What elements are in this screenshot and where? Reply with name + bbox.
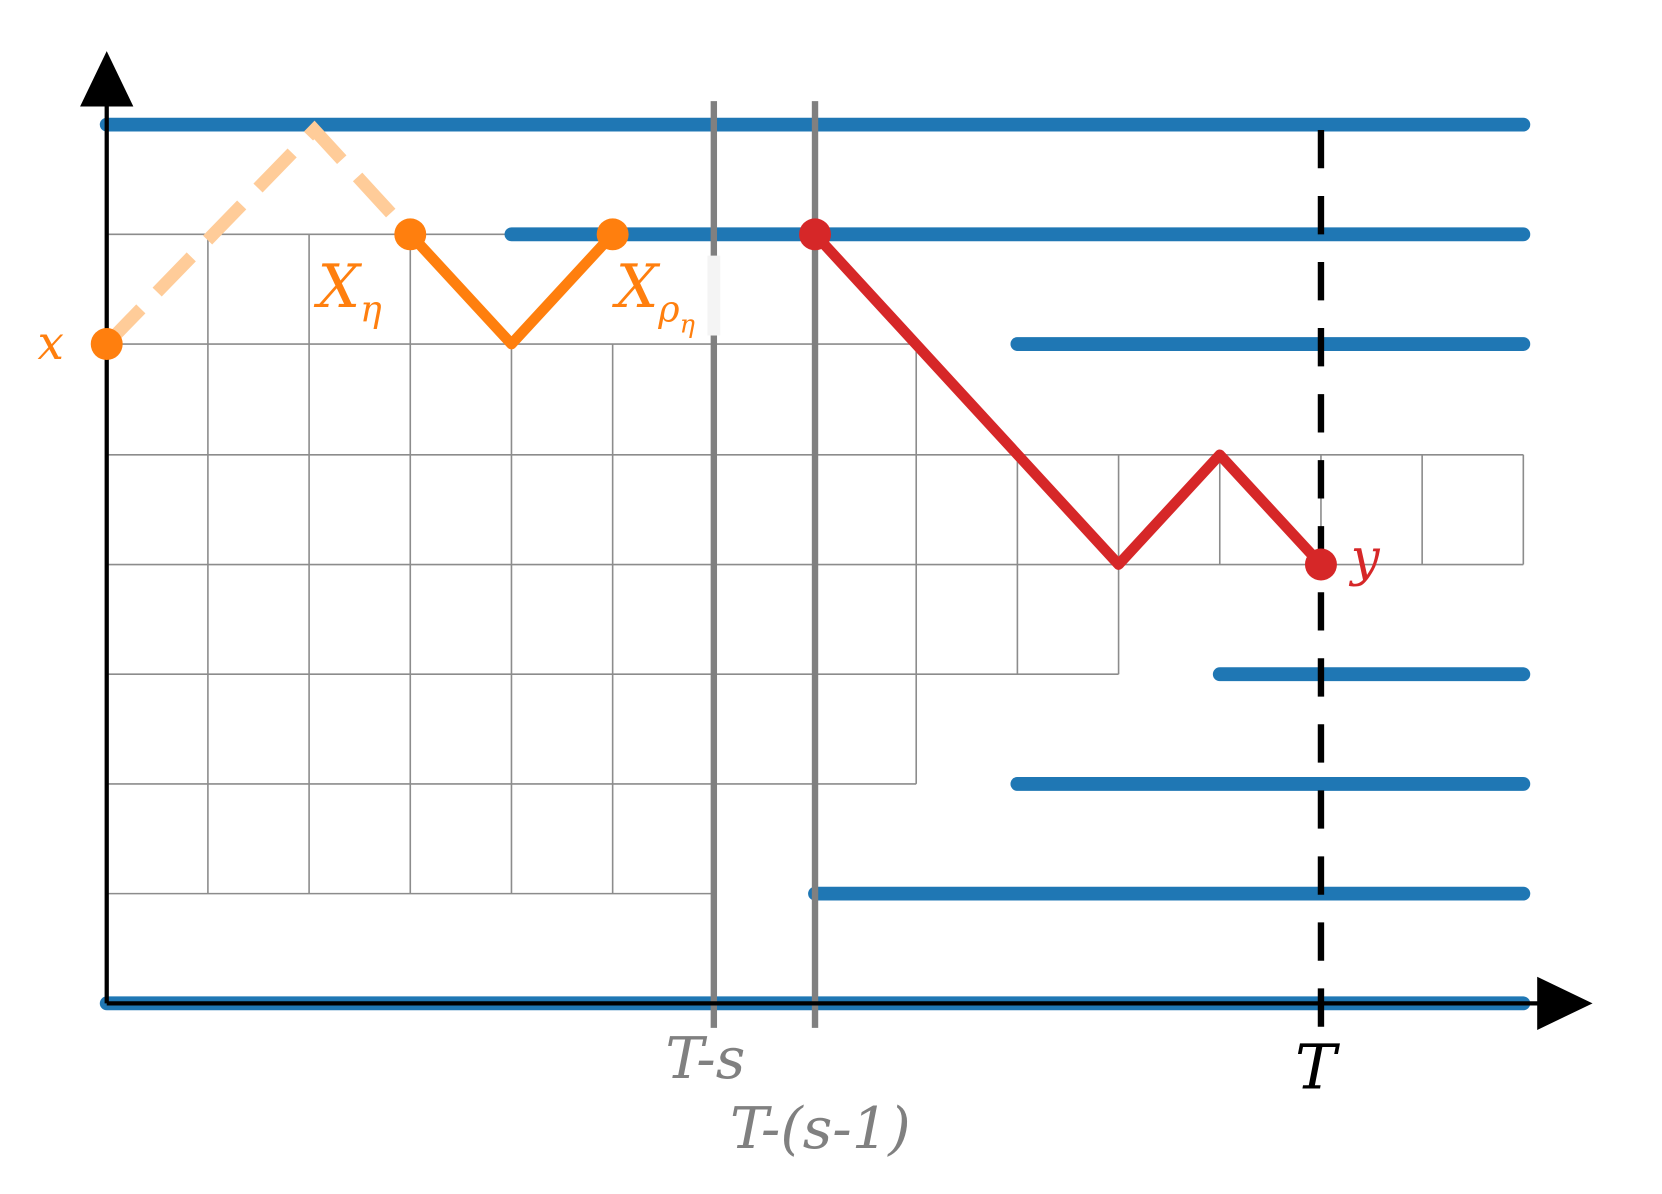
paths — [90, 120, 1337, 581]
label-x-rho-eta: Xρη — [612, 253, 696, 340]
label-x: x — [37, 317, 63, 371]
axes — [80, 51, 1593, 1030]
label-subsub: η — [680, 309, 696, 339]
label-t-minus-s-minus-1: T-(s-1) — [730, 1095, 911, 1162]
label-main: X — [314, 253, 363, 322]
label-main: X — [612, 253, 661, 322]
label-t-minus-s: T-s — [665, 1025, 745, 1092]
label-sub: ρ — [657, 288, 680, 331]
time-markers — [707, 101, 1325, 1028]
label-t: T — [1295, 1032, 1340, 1104]
label-x-eta: Xη — [314, 253, 382, 331]
label-sub: η — [360, 288, 382, 331]
label-y: y — [1349, 529, 1381, 588]
